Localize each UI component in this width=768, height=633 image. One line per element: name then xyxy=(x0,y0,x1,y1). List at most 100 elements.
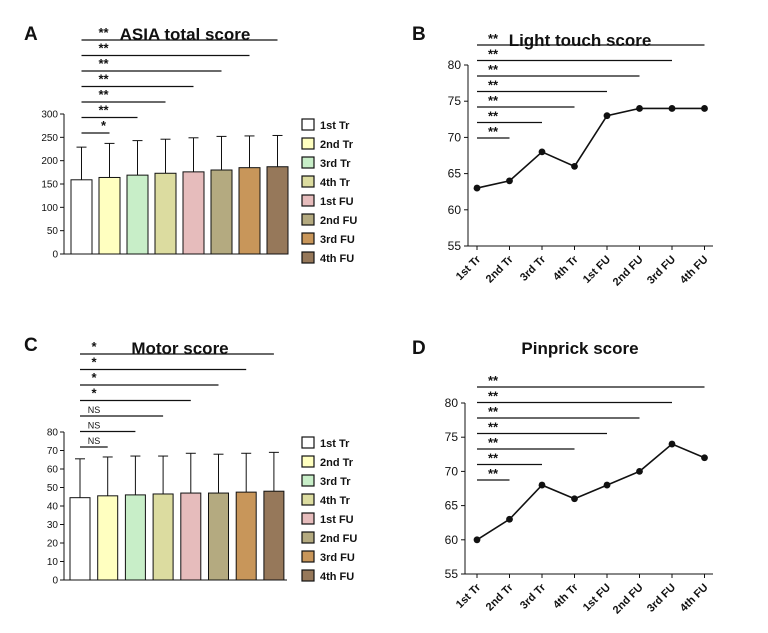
bar-2nd-fu xyxy=(208,492,229,581)
bar-1st-fu xyxy=(182,171,205,255)
legend-label-3rd-fu: 3rd FU xyxy=(320,552,355,564)
bar-1st-fu xyxy=(180,492,202,581)
x-tick-label: 3rd FU xyxy=(645,254,678,287)
legend-swatch-4th-fu xyxy=(301,569,315,582)
y-tick-label: 80 xyxy=(445,396,459,410)
bar-4th-tr xyxy=(152,493,174,581)
y-tick-label: 40 xyxy=(47,502,59,513)
y-tick-label: 150 xyxy=(41,180,58,191)
significance-label: * xyxy=(91,386,97,401)
significance-label: ** xyxy=(488,389,499,404)
series-line xyxy=(476,443,705,541)
bar-3rd-tr xyxy=(124,494,146,581)
y-tick-label: 65 xyxy=(448,167,462,181)
chart-title-motor: Motor score xyxy=(131,339,228,358)
data-point-1st-tr xyxy=(473,536,481,544)
data-point-1st-fu xyxy=(603,112,611,120)
y-tick-label: 70 xyxy=(445,464,459,478)
significance-label: NS xyxy=(88,436,101,446)
data-point-2nd-tr xyxy=(506,177,513,185)
bar-1st-tr xyxy=(69,497,91,581)
chart-title-asia: ASIA total score xyxy=(120,25,251,44)
data-point-3rd-tr xyxy=(538,148,546,156)
significance-label: ** xyxy=(98,56,109,71)
legend-label-1st-fu: 1st FU xyxy=(320,514,354,526)
data-point-4th-tr xyxy=(571,162,578,170)
panel-letter-c: C xyxy=(24,335,38,356)
legend-label-2nd-fu: 2nd FU xyxy=(320,215,357,227)
y-tick-label: 20 xyxy=(47,539,59,550)
x-tick-label: 2nd Tr xyxy=(484,581,516,613)
significance-label: ** xyxy=(488,124,499,139)
legend-label-4th-tr: 4th Tr xyxy=(320,495,351,507)
significance-label: ** xyxy=(488,404,499,419)
significance-label: ** xyxy=(488,420,499,435)
legend-label-2nd-fu: 2nd FU xyxy=(320,533,357,545)
y-tick-label: 0 xyxy=(52,576,58,587)
y-tick-label: 55 xyxy=(448,239,462,253)
significance-label: ** xyxy=(488,93,499,108)
panel-letter-b: B xyxy=(412,24,426,45)
legend-label-1st-tr: 1st Tr xyxy=(320,120,350,132)
x-tick-label: 4th Tr xyxy=(551,253,581,283)
x-tick-label: 1st FU xyxy=(581,254,613,286)
bar-2nd-tr xyxy=(98,176,121,255)
bar-4th-fu xyxy=(266,166,289,255)
data-point-3rd-fu xyxy=(668,105,676,112)
significance-label: ** xyxy=(488,31,499,46)
legend-label-3rd-tr: 3rd Tr xyxy=(320,476,351,488)
bar-4th-fu xyxy=(263,490,285,581)
significance-label: * xyxy=(91,370,97,385)
legend-label-1st-fu: 1st FU xyxy=(320,196,354,208)
data-point-3rd-fu xyxy=(668,440,676,448)
significance-label: ** xyxy=(488,78,499,93)
x-tick-label: 4th Tr xyxy=(551,581,581,611)
legend-swatch-2nd-tr xyxy=(301,455,315,468)
significance-label: * xyxy=(91,355,97,370)
legend-swatch-3rd-tr xyxy=(301,156,315,169)
legend-swatch-1st-tr xyxy=(301,436,315,449)
legend-label-2nd-tr: 2nd Tr xyxy=(320,457,354,469)
legend-swatch-3rd-fu xyxy=(301,550,315,563)
bar-3rd-fu xyxy=(238,167,261,255)
bar-2nd-tr xyxy=(97,495,119,581)
x-tick-label: 4th FU xyxy=(678,254,711,287)
y-tick-label: 75 xyxy=(445,430,459,444)
x-tick-label: 2nd FU xyxy=(611,582,646,617)
legend-swatch-1st-fu xyxy=(301,194,315,207)
y-tick-label: 70 xyxy=(448,130,462,144)
bar-2nd-fu xyxy=(210,169,233,255)
x-tick-label: 1st Tr xyxy=(454,253,484,283)
significance-label: NS xyxy=(88,421,101,431)
legend-swatch-4th-tr xyxy=(301,175,315,188)
legend-swatch-3rd-fu xyxy=(301,232,315,245)
x-tick-label: 2nd FU xyxy=(611,254,646,289)
y-tick-label: 60 xyxy=(448,203,462,217)
panel-b-chart: 55 60 65 70 75 80 1st Tr 2nd Tr 3rd Tr 4th Tr 1st … xyxy=(448,31,713,288)
data-point-1st-tr xyxy=(473,184,481,192)
panel-d-chart: 55 60 65 70 75 80 1st Tr 2nd Tr 3rd Tr 4th Tr 1st … xyxy=(445,373,713,616)
significance-label: ** xyxy=(98,25,109,40)
significance-label: ** xyxy=(488,373,499,388)
data-point-4th-tr xyxy=(571,495,578,503)
series-line xyxy=(476,107,705,189)
legend-label-4th-tr: 4th Tr xyxy=(320,177,351,189)
significance-label: * xyxy=(101,118,107,133)
x-tick-label: 3rd Tr xyxy=(518,581,549,612)
chart-title-light-touch: Light touch score xyxy=(509,31,652,50)
bar-1st-tr xyxy=(70,179,93,255)
legend-swatch-3rd-tr xyxy=(301,474,315,487)
y-tick-label: 75 xyxy=(448,94,462,108)
legend-label-4th-fu: 4th FU xyxy=(320,253,354,265)
significance-label: ** xyxy=(488,466,499,481)
x-tick-label: 1st FU xyxy=(581,582,613,614)
data-point-2nd-fu xyxy=(636,468,643,475)
y-tick-label: 55 xyxy=(445,567,459,581)
y-tick-label: 60 xyxy=(47,465,59,476)
legend-label-3rd-fu: 3rd FU xyxy=(320,234,355,246)
legend-swatch-2nd-tr xyxy=(301,137,315,150)
y-tick-label: 70 xyxy=(47,446,59,457)
